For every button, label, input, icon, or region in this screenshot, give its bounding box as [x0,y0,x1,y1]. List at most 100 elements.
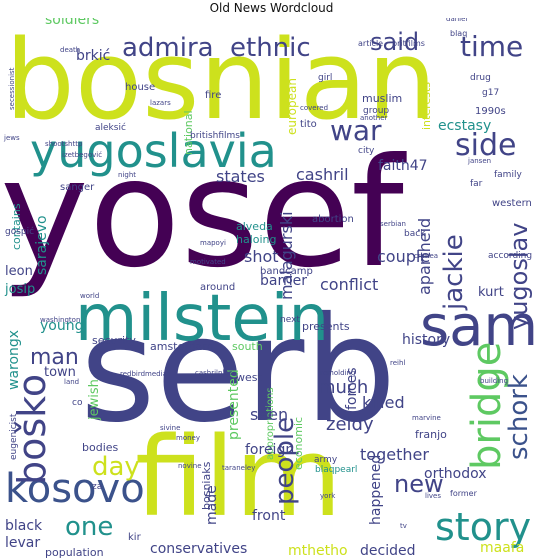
word-ecstasy: ecstasy [438,118,491,134]
word-contains: contains [10,203,23,250]
word-apartheid: apartheid [415,218,434,295]
word-cashril: cashril [296,165,349,184]
word-kir: kir [128,532,142,543]
word-yugoslavia: yugoslavia [30,124,277,178]
word-front: front [252,508,286,524]
word-night: night [118,171,136,179]
word-kurt: kurt [478,285,504,300]
word-story: story [435,505,531,549]
word-day: day [92,452,140,482]
word-fire: fire [205,90,221,101]
word-conflict: conflict [320,275,378,294]
word-serb: serb [80,286,396,455]
word-schork: schork [504,374,534,460]
word-daniel: daniel [446,18,467,23]
word-forces: forces [344,367,360,410]
word-west: west [236,371,262,384]
word-article: article [358,39,383,48]
word-money: money [176,434,200,442]
word-josip: josip [4,282,35,297]
word-izetbegovic: izetbegović [62,151,102,159]
word-abortion: abortion [312,214,354,225]
word-malagurski: malagurski [277,211,296,300]
word-warongx: warongx [6,330,22,390]
page-title: Old News Wordcloud [209,1,334,15]
word-remolding: remolding [320,369,355,377]
word-washington: washington [40,316,80,324]
word-blaqpearl: blaqpearl [315,465,357,475]
word-redbirdmedia: redbirdmedia [120,370,167,378]
word-barrier: barrier [260,273,307,289]
word-one: one [65,512,113,542]
word-army: army [314,455,338,465]
word-britishfilms: britishfilms [190,131,240,141]
word-western: western [492,198,532,209]
word-happened: happened [368,455,384,525]
word-novine: novine [178,462,202,470]
word-appropriations: appropriations [265,387,276,460]
word-former: former [450,489,478,498]
word-black: black [5,518,43,534]
word-tv: tv [400,522,407,530]
word-jansen: jansen [467,157,491,165]
word-jews: jews [3,134,20,142]
word-together: together [360,445,429,464]
word-reihl: reihl [390,359,405,367]
word-milstein: milstein [75,282,329,356]
word-zeldy: zeldy [326,414,374,435]
word-sanger: sanger [60,182,95,193]
word-made: made [204,485,220,525]
word-family: family [494,170,522,180]
word-bandcamp: bandcamp [260,266,313,277]
word-city: city [358,146,375,156]
word-according: according [488,251,532,261]
word-leon: leon [5,264,33,279]
word-another: another [360,114,387,122]
word-far: far [470,179,483,189]
word-cloud: bosnian yosef serb film milstein yugosla… [0,18,538,559]
word-cashrilplus: cashrilplus [195,369,233,377]
word-eugenicist: eugenicist [9,413,19,460]
word-history: history [402,332,450,348]
word-presented: presented [226,369,242,440]
word-around: around [200,282,235,293]
word-house: house [125,82,155,93]
word-admira: admira [122,33,214,63]
word-film: film [135,413,342,541]
word-death: death [60,46,80,54]
word-time: time [460,30,523,63]
word-people: people [270,417,300,505]
word-back: back [404,229,426,239]
word-bosko: boško [10,374,54,485]
word-tito: tito [300,119,317,130]
word-yugoslav: yugoslav [505,223,533,330]
word-faith47: faith47 [378,158,428,174]
word-economic: economic [292,417,305,470]
word-interests: interests [420,82,433,130]
word-young: young [40,318,83,334]
word-muslim: muslim [362,92,402,105]
word-sam: sam [420,294,538,359]
word-shot: shot [244,247,279,266]
word-killed: killed [362,393,405,412]
word-lives: lives [425,492,441,500]
word-mapoyi: mapoyi [200,239,226,247]
word-security: security [92,334,136,347]
word-states: states [216,167,265,186]
word-bosnian: bosnian [5,18,437,144]
word-marvine: marvine [412,414,441,422]
word-sivine: sivine [160,424,180,432]
word-shootshttp: shootshttp [45,140,83,148]
word-aleksic: aleksić [95,122,126,133]
word-seen: seen [250,405,288,424]
word-crimea: crimea [414,252,438,260]
word-european: european [285,78,299,135]
word-gospic: gospić [5,226,34,237]
word-population: population [45,546,104,559]
word-blaq: blaq [450,29,467,38]
word-town: town [44,365,76,380]
word-taraneley: taraneley [222,464,255,472]
word-amsterdam: amsterdam [150,340,213,353]
word-alveda: alveda [236,220,273,233]
word-decided: decided [360,543,415,559]
